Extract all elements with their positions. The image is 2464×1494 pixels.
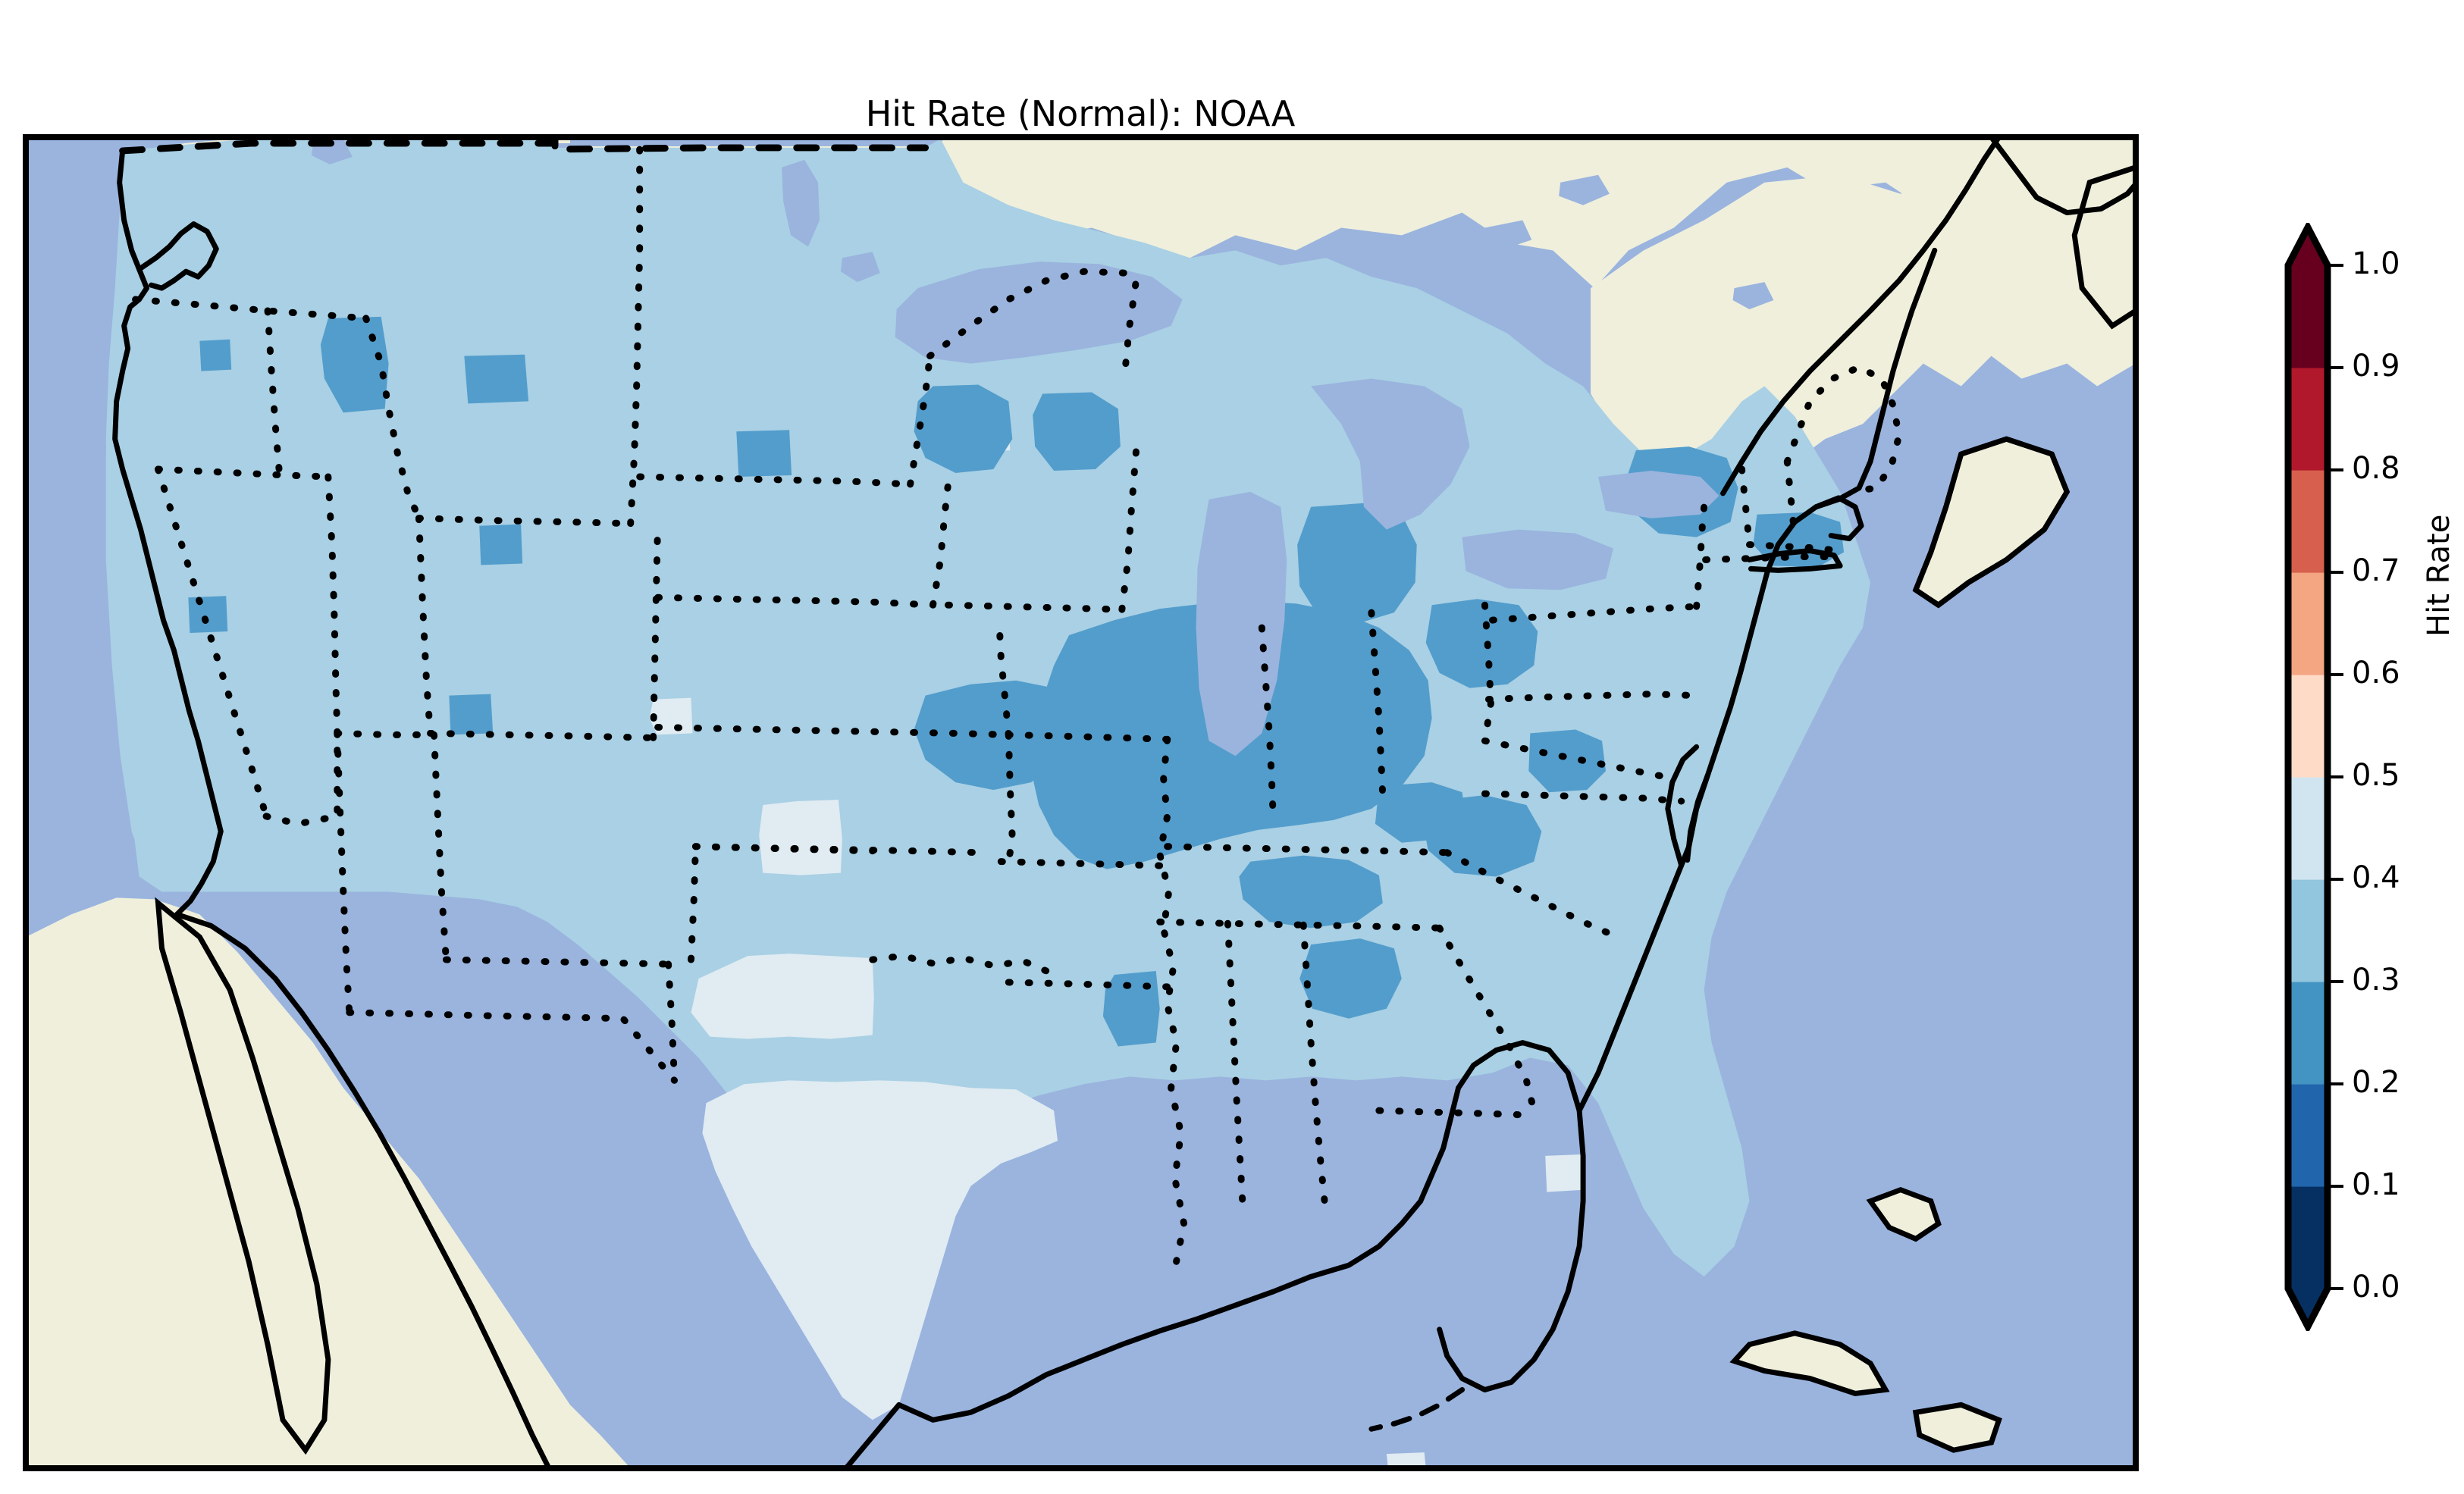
cell-band-0p2-0p3-wisconsin (1033, 392, 1121, 471)
west-coast-strip (105, 454, 204, 892)
colorbar-tick (2331, 571, 2343, 574)
colorbar-extend-low (2288, 1289, 2328, 1326)
colorbar-segment (2288, 777, 2328, 880)
cell-band-0p2-0p3-minnesota (914, 384, 1013, 473)
baja-california (155, 897, 331, 1455)
colorbar-segment (2288, 572, 2328, 675)
title-line-1: Hit Rate (Normal): NOAA (865, 93, 1296, 135)
cell-band-0p2-0p3-virginia (1528, 729, 1607, 793)
lake-small-4 (1732, 282, 1774, 309)
colorbar-tick (2331, 1185, 2343, 1188)
colorbar-tick (2331, 468, 2343, 471)
lake-ontario (1598, 470, 1719, 518)
cell-band-0p2-0p3-georgia (1299, 938, 1402, 1019)
colorbar-extend-high (2288, 227, 2328, 265)
colorbar-outline (2284, 223, 2331, 1331)
cell-band-0p2-0p3-tennessee (1239, 855, 1383, 929)
colorbar-segment (2288, 470, 2328, 573)
bahamas-island (1866, 1186, 1942, 1242)
colorbar-tick-label: 0.0 (2352, 1270, 2400, 1305)
cell-band-0p4-0p5-panhandle (691, 954, 874, 1039)
cell-band-0p2-0p3-dakotas (736, 430, 792, 477)
colorbar-segment (2288, 368, 2328, 471)
cell-band-0p2-0p3-montana (464, 354, 529, 404)
cell-band-0p2-0p3-mississippi (1102, 970, 1160, 1047)
cell-band-0p2-0p3-michigan-low (1297, 503, 1417, 625)
colorbar-tick-label: 0.1 (2352, 1167, 2400, 1202)
colorbar-tick (2331, 878, 2343, 881)
colorbar-tick (2331, 1082, 2343, 1085)
colorbar-axis-label: Hit Rate (2422, 514, 2456, 637)
colorbar-tick (2331, 366, 2343, 369)
colorbar-segment (2288, 879, 2328, 982)
colorbar-tick-label: 0.9 (2352, 349, 2400, 384)
lake-small-3 (1559, 174, 1610, 205)
coastlines (112, 137, 2136, 1468)
colorbar-tick-label: 1.0 (2352, 246, 2400, 281)
lake-small-5 (1483, 220, 1532, 249)
map-drawing (26, 137, 2136, 1468)
newfoundland (2071, 164, 2136, 330)
cuba-island (1729, 1330, 1890, 1397)
state-borders (119, 139, 1903, 1265)
colorbar-segment (2288, 675, 2328, 778)
hispaniola-island (1912, 1402, 2002, 1453)
canada-east (1591, 174, 2136, 477)
cell-band-0p2-0p3-idaho-small (199, 339, 232, 371)
cell-band-0p2-0p3-kentucky (1375, 782, 1466, 843)
colorbar-segment (2288, 265, 2328, 368)
cell-band-0p2-0p3-nm (449, 694, 494, 735)
cell-band-0p2-0p3-nevada (188, 596, 228, 634)
colorbar-segment (2288, 1084, 2328, 1187)
lake-winnipeg (782, 159, 820, 247)
lake-superior (895, 262, 1183, 364)
colorbar-tick-label: 0.5 (2352, 758, 2400, 793)
colorbar-segment (2288, 982, 2328, 1085)
colorbar-tick-label: 0.8 (2352, 451, 2400, 486)
colorbar-tick-label: 0.4 (2352, 860, 2400, 895)
colorbar: 1.0 0.9 0.8 0.7 0.6 0.5 0.4 0.3 0.2 0.1 0.0 Hit Ra… (2284, 114, 2462, 1417)
cell-band-0p4-0p5-florida-ne (1545, 1154, 1585, 1192)
colorbar-tick (2331, 264, 2343, 267)
cell-band-0p2-0p3-az (479, 524, 523, 565)
colorbar-tick (2331, 775, 2343, 778)
colorbar-tick (2331, 1287, 2343, 1290)
colorbar-tick (2331, 673, 2343, 676)
colorbar-axis-line (2328, 265, 2331, 1289)
colorbar-tick (2331, 980, 2343, 983)
lake-huron (1311, 378, 1470, 530)
map-axes (23, 134, 2139, 1471)
cell-band-0p4-0p5-kansas (759, 800, 842, 875)
colorbar-tick-label: 0.6 (2352, 656, 2400, 691)
colorbar-tick-label: 0.2 (2352, 1065, 2400, 1100)
cell-band-0p4-0p5-texas (702, 1080, 1058, 1420)
cell-band-0p4-0p5-keys (1386, 1452, 1426, 1468)
colorbar-tick-label: 0.3 (2352, 963, 2400, 998)
lake-small-1 (840, 252, 880, 283)
colorbar-segment (2288, 1186, 2328, 1289)
colorbar-tick-label: 0.7 (2352, 553, 2400, 588)
lake-erie (1462, 529, 1613, 590)
